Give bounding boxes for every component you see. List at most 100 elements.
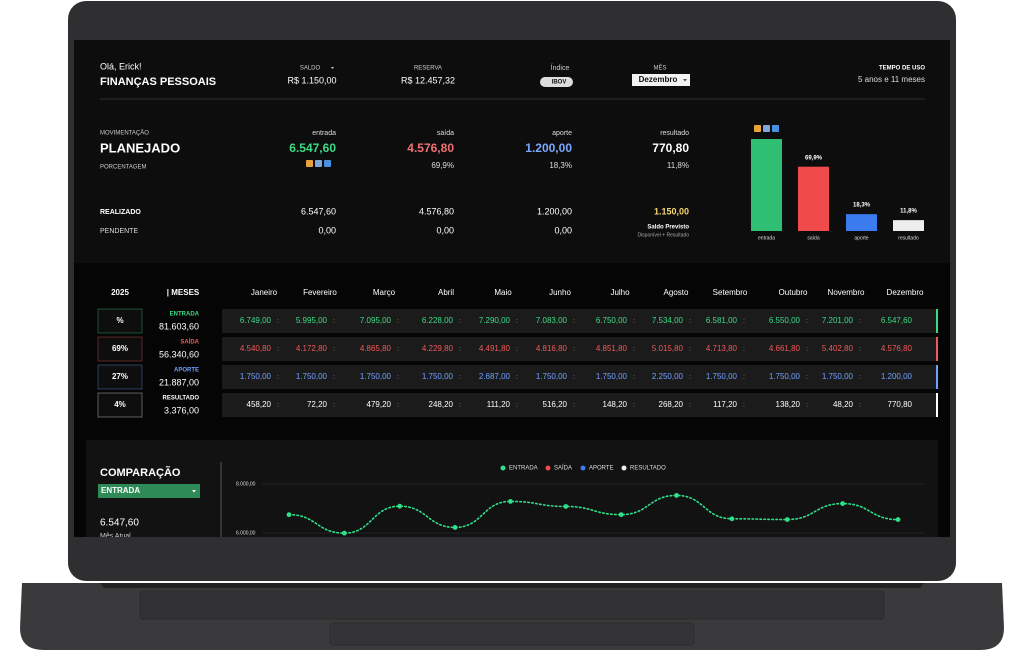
point	[618, 512, 624, 518]
caret	[683, 79, 687, 82]
row-name: RESULTADO	[163, 396, 200, 402]
column-label: aporte	[552, 130, 572, 137]
cell: 479,20	[367, 400, 392, 409]
percent-box	[97, 392, 143, 418]
row-name: ENTRADA	[170, 312, 200, 318]
cell: 6.550,00	[769, 316, 801, 325]
cell: 148,20	[603, 400, 628, 409]
colon: :	[516, 374, 518, 381]
row-total: 81.603,60	[159, 321, 199, 331]
cell: 1.750,00	[422, 372, 454, 381]
label: PORCENTAGEM	[100, 165, 147, 171]
legend-dot	[500, 465, 506, 471]
cell: 7.534,00	[652, 316, 684, 325]
colon: :	[743, 318, 745, 325]
point	[341, 530, 347, 536]
planned-value: 4.576,80	[407, 141, 454, 155]
bar	[751, 139, 782, 231]
cell: 4.576,80	[881, 344, 913, 353]
row-total: 21.887,00	[159, 377, 199, 387]
point	[840, 501, 846, 506]
icon	[324, 160, 331, 167]
percent: %	[116, 316, 123, 325]
bar	[798, 166, 829, 231]
legend-dot	[580, 465, 586, 471]
colon: :	[859, 402, 861, 409]
line	[288, 494, 899, 534]
select-value: ENTRADA	[101, 486, 140, 495]
colon: :	[633, 346, 635, 353]
cell: 1.750,00	[360, 372, 392, 381]
label: Saldo Previsto	[647, 225, 689, 231]
cell: 4.851,80	[596, 344, 628, 353]
cell: 4.816,80	[536, 344, 568, 353]
value: R$ 1.150,00	[287, 75, 336, 85]
cell: 111,20	[487, 400, 511, 409]
point	[397, 503, 403, 509]
percent-box	[97, 308, 143, 334]
point	[508, 498, 513, 504]
legend-label: SAÍDA	[554, 465, 572, 472]
cell: 6.547,60	[881, 316, 913, 325]
colon: :	[743, 402, 745, 409]
cell: 5.995,00	[296, 316, 328, 325]
colon: :	[859, 374, 861, 381]
colon: :	[633, 402, 635, 409]
cell: 6.750,00	[596, 316, 628, 325]
select[interactable]	[98, 484, 200, 498]
cell: 6.749,00	[240, 316, 272, 325]
bar	[846, 214, 877, 231]
month-header: Fevereiro	[303, 288, 337, 297]
point	[452, 525, 458, 530]
month: Dezembro	[639, 75, 678, 84]
cell: 48,20	[833, 400, 854, 409]
y-tick-label: 8.000,00	[236, 481, 256, 487]
legend-dot	[621, 465, 627, 471]
label: MÊS	[653, 64, 666, 72]
colon: :	[573, 346, 575, 353]
percent: 69,9%	[431, 161, 454, 170]
month-header: Julho	[610, 288, 630, 297]
month-header: Agosto	[664, 288, 689, 297]
cell: 1.750,00	[240, 372, 272, 381]
month-header: Dezembro	[887, 288, 924, 297]
cell: 1.750,00	[296, 372, 328, 381]
realized-value: 1.200,00	[537, 206, 572, 216]
pending-value: 0,00	[436, 225, 454, 235]
caret	[192, 490, 196, 493]
colon: :	[573, 402, 575, 409]
row-name: APORTE	[174, 368, 199, 374]
colon: :	[806, 318, 808, 325]
planned-value: 1.200,00	[525, 141, 572, 155]
value: 6.547,60	[100, 518, 139, 529]
pill	[540, 77, 573, 87]
bar-category: saída	[807, 235, 819, 241]
row-strip	[222, 309, 938, 333]
cell: 7.201,00	[822, 316, 854, 325]
colon: :	[277, 318, 279, 325]
label: PENDENTE	[100, 228, 138, 235]
month-select[interactable]	[632, 74, 690, 86]
colon: :	[459, 374, 461, 381]
label: Disponível + Resultado	[637, 232, 689, 238]
icon	[306, 160, 313, 167]
cell: 7.083,00	[536, 316, 568, 325]
title: FINANÇAS PESSOAIS	[100, 76, 216, 88]
keyboard	[139, 590, 885, 620]
pending-value: 0,00	[318, 225, 336, 235]
bar-label: 69,9%	[805, 155, 823, 161]
planned-value: 6.547,60	[289, 141, 336, 155]
cell: 4.540,80	[240, 344, 272, 353]
realized-value: 6.547,60	[301, 206, 336, 216]
cell: 72,20	[307, 400, 328, 409]
colon: :	[689, 374, 691, 381]
month-header: Abril	[438, 288, 454, 297]
label: Índice	[551, 63, 570, 72]
icon	[754, 125, 761, 132]
legend-label: RESULTADO	[630, 466, 666, 472]
colon: :	[573, 318, 575, 325]
cell: 4.713,80	[706, 344, 738, 353]
colon: :	[806, 346, 808, 353]
cell: 5.015,80	[652, 344, 684, 353]
legend-label: APORTE	[589, 466, 614, 472]
